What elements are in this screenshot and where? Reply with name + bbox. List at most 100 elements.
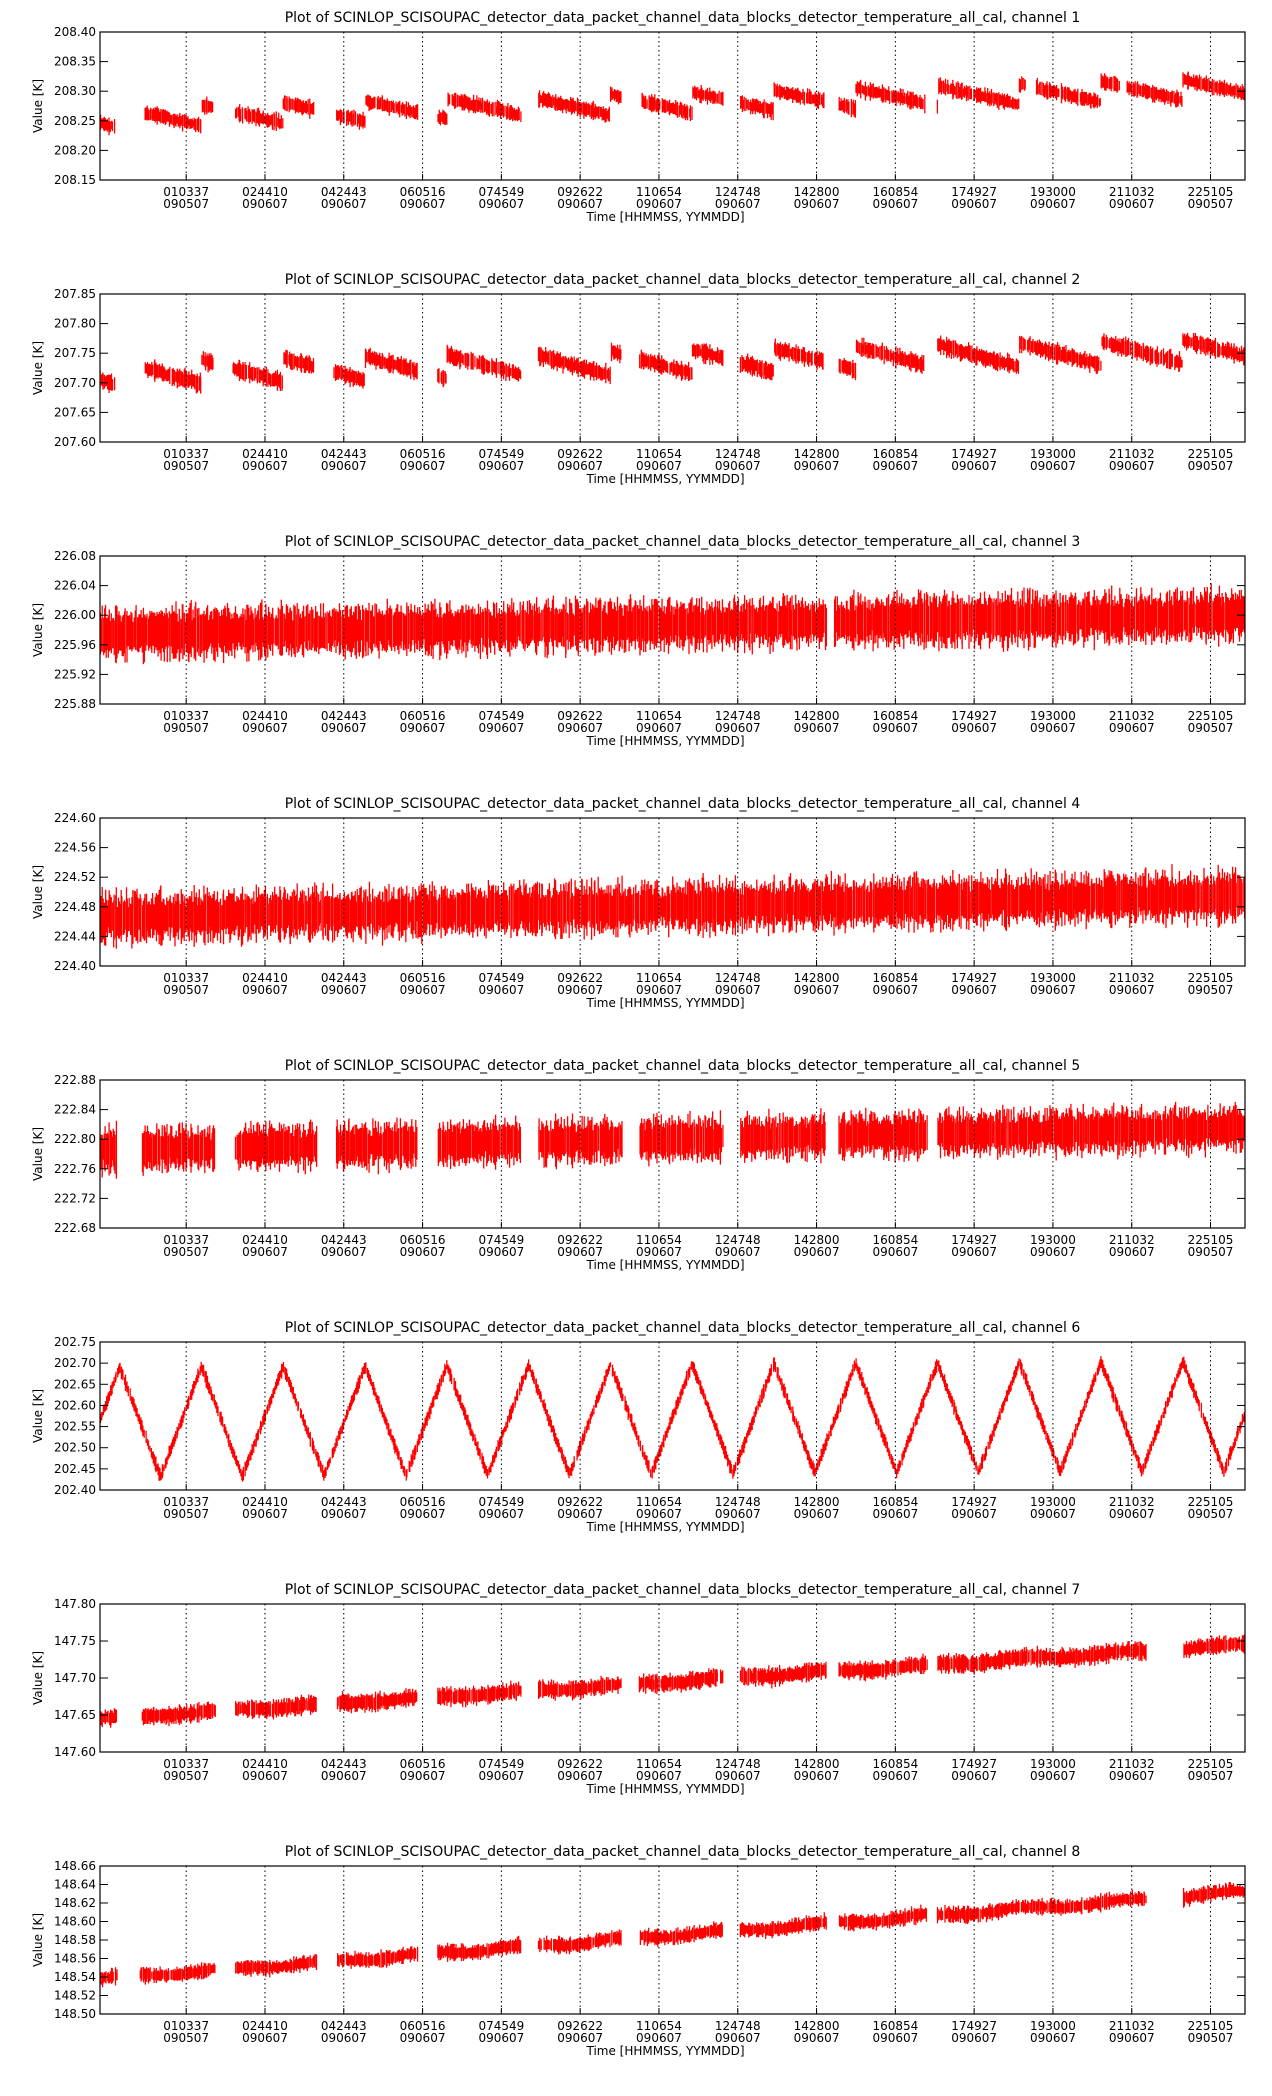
x-tick-label-date: 090607 — [872, 721, 918, 735]
x-tick-label-date: 090607 — [872, 1769, 918, 1783]
x-tick-label-time: 160854 — [872, 1495, 918, 1509]
x-tick-label-date: 090607 — [636, 197, 682, 211]
y-tick-label: 208.40 — [54, 25, 96, 39]
data-trace — [100, 1882, 1245, 1988]
x-tick-label-time: 142800 — [794, 185, 840, 199]
x-tick-label-date: 090607 — [715, 197, 761, 211]
x-tick-label-date: 090607 — [636, 1769, 682, 1783]
data-series — [100, 332, 1245, 394]
x-tick-label-time: 074549 — [478, 1757, 524, 1771]
x-tick-label-date: 090607 — [321, 1245, 367, 1259]
x-tick-label-date: 090607 — [321, 983, 367, 997]
x-tick-label-date: 090607 — [557, 983, 603, 997]
x-tick-label-time: 225105 — [1188, 709, 1234, 723]
x-tick-label-date: 090607 — [794, 197, 840, 211]
x-tick-label-date: 090607 — [1030, 1245, 1076, 1259]
y-tick-label: 208.25 — [54, 114, 96, 128]
y-tick-label: 148.50 — [54, 2007, 96, 2021]
y-tick-label: 207.70 — [54, 376, 96, 390]
x-tick-label-date: 090607 — [242, 459, 288, 473]
x-tick-label-time: 174927 — [951, 1495, 997, 1509]
x-tick-label-date: 090607 — [872, 1507, 918, 1521]
x-tick-label-time: 193000 — [1030, 185, 1076, 199]
x-tick-label-time: 092622 — [557, 1495, 603, 1509]
x-tick-label-date: 090607 — [1030, 2031, 1076, 2045]
chart-title: Plot of SCINLOP_SCISOUPAC_detector_data_… — [285, 10, 1081, 26]
x-tick-label-time: 042443 — [321, 185, 367, 199]
x-tick-label-time: 074549 — [478, 709, 524, 723]
x-tick-label-date: 090607 — [636, 983, 682, 997]
x-tick-label-date: 090607 — [321, 721, 367, 735]
x-tick-label-date: 090607 — [1109, 983, 1155, 997]
x-tick-label-date: 090507 — [163, 721, 209, 735]
x-tick-label-time: 010337 — [163, 1757, 209, 1771]
y-tick-label: 226.04 — [54, 579, 96, 593]
y-tick-label: 202.50 — [54, 1441, 96, 1455]
y-tick-label: 222.72 — [54, 1191, 96, 1205]
y-tick-label: 148.60 — [54, 1915, 96, 1929]
y-tick-label: 222.76 — [54, 1162, 96, 1176]
chart-panel-channel-2: Plot of SCINLOP_SCISOUPAC_detector_data_… — [0, 262, 1272, 524]
chart-svg: Plot of SCINLOP_SCISOUPAC_detector_data_… — [31, 534, 1246, 748]
x-tick-label-time: 024410 — [242, 709, 288, 723]
x-tick-label-date: 090607 — [1030, 459, 1076, 473]
axis-frame — [99, 293, 1246, 443]
chart-svg: Plot of SCINLOP_SCISOUPAC_detector_data_… — [31, 10, 1246, 224]
x-tick-label-time: 060516 — [400, 971, 446, 985]
y-tick-label: 202.40 — [54, 1483, 96, 1497]
x-tick-label-time: 024410 — [242, 2019, 288, 2033]
x-tick-label-time: 211032 — [1109, 2019, 1155, 2033]
x-tick-label-date: 090607 — [951, 2031, 997, 2045]
x-tick-label-date: 090607 — [715, 721, 761, 735]
x-tick-label-time: 092622 — [557, 447, 603, 461]
y-tick-label: 224.60 — [54, 811, 96, 825]
x-tick-label-time: 060516 — [400, 1233, 446, 1247]
x-tick-label-time: 174927 — [951, 971, 997, 985]
x-tick-label-date: 090607 — [478, 1245, 524, 1259]
y-tick-label: 148.58 — [54, 1933, 96, 1947]
x-tick-label-time: 160854 — [872, 185, 918, 199]
x-tick-label-date: 090607 — [872, 1245, 918, 1259]
x-tick-label-time: 092622 — [557, 1233, 603, 1247]
x-tick-label-date: 090607 — [400, 1245, 446, 1259]
x-tick-label-time: 142800 — [794, 709, 840, 723]
data-trace — [100, 1101, 1245, 1179]
axis-frame — [99, 817, 1246, 967]
x-tick-label-date: 090507 — [163, 983, 209, 997]
x-tick-label-date: 090607 — [872, 459, 918, 473]
x-tick-label-time: 124748 — [715, 185, 761, 199]
x-tick-label-time: 042443 — [321, 971, 367, 985]
x-tick-label-date: 090607 — [1030, 197, 1076, 211]
x-tick-label-date: 090607 — [1109, 2031, 1155, 2045]
y-axis-label: Value [K] — [31, 341, 45, 395]
x-tick-label-date: 090607 — [794, 2031, 840, 2045]
x-tick-label-time: 193000 — [1030, 447, 1076, 461]
chart-title: Plot of SCINLOP_SCISOUPAC_detector_data_… — [285, 534, 1081, 550]
x-tick-label-date: 090607 — [951, 1507, 997, 1521]
y-tick-label: 225.92 — [54, 667, 96, 681]
data-series — [100, 583, 1245, 665]
x-tick-label-date: 090607 — [636, 2031, 682, 2045]
x-tick-label-time: 042443 — [321, 1233, 367, 1247]
x-tick-label-time: 160854 — [872, 971, 918, 985]
chart-svg: Plot of SCINLOP_SCISOUPAC_detector_data_… — [31, 796, 1246, 1010]
x-tick-label-time: 024410 — [242, 185, 288, 199]
y-tick-label: 208.35 — [54, 55, 96, 69]
y-tick-label: 225.88 — [54, 697, 96, 711]
x-tick-label-date: 090607 — [1109, 197, 1155, 211]
y-tick-label: 148.64 — [54, 1878, 96, 1892]
x-tick-label-time: 225105 — [1188, 447, 1234, 461]
x-tick-label-time: 193000 — [1030, 971, 1076, 985]
x-tick-label-date: 090607 — [400, 983, 446, 997]
y-axis-label: Value [K] — [31, 603, 45, 657]
x-tick-label-date: 090607 — [1030, 1507, 1076, 1521]
x-tick-label-date: 090607 — [715, 1245, 761, 1259]
x-tick-label-date: 090607 — [242, 1507, 288, 1521]
data-trace — [100, 332, 1245, 394]
chart-svg: Plot of SCINLOP_SCISOUPAC_detector_data_… — [31, 1058, 1246, 1272]
y-axis-label: Value [K] — [31, 1913, 45, 1967]
x-tick-label-date: 090607 — [478, 983, 524, 997]
x-tick-label-date: 090607 — [557, 721, 603, 735]
y-tick-label: 148.56 — [54, 1952, 96, 1966]
